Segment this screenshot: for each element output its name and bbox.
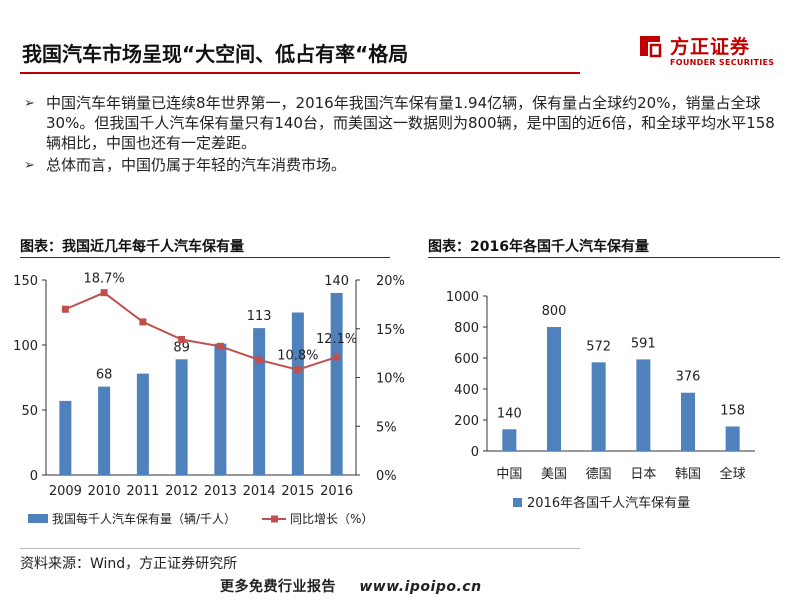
bar [253,328,266,475]
right-chart: 0 200 400 600 800 1000 140 中国 800 美国 572 德国 591 日本 376… [446,290,755,511]
x-tick-label: 全球 [720,466,746,482]
bar [98,386,111,475]
y-tick-label: 600 [454,352,479,367]
y-tick-label: 400 [454,383,479,398]
growth-value-label: 10.8% [277,349,318,364]
footer-text: 更多免费行业报告 [220,579,336,595]
right-y-tick-label: 0% [376,469,397,484]
x-tick-label: 2011 [126,484,159,499]
growth-point [216,342,224,350]
legend-line-label: 同比增长（%） [290,512,373,526]
growth-point [139,318,147,326]
growth-point [178,335,186,343]
legend-line-marker [271,515,278,523]
bar-value-label: 68 [96,368,113,383]
x-tick-label: 德国 [586,467,612,482]
legend-bar-label: 我国每千人汽车保有量（辆/千人） [52,511,236,526]
bar-value-label: 572 [586,339,611,354]
growth-point [100,289,108,297]
x-tick-label: 中国 [496,467,522,482]
bullet-item: ➢ 总体而言，中国仍属于年轻的汽车消费市场。 [20,155,780,175]
bar [502,429,517,451]
x-tick-label: 2013 [204,484,237,499]
footer-banner: 更多免费行业报告 www.ipoipo.cn [220,576,482,596]
bar-value-label: 140 [497,406,522,421]
bar-value-label: 89 [173,340,190,355]
growth-value-label: 18.7% [83,272,124,287]
founder-logo-icon [640,36,662,58]
bar [59,400,72,475]
bar [330,293,343,475]
bar [175,359,188,475]
left-y-tick-label: 100 [13,339,38,354]
x-tick-label: 日本 [630,467,656,482]
summary-bullets: ➢ 中国汽车年销量已连续8年世界第一，2016年我国汽车保有量1.94亿辆，保有… [20,93,780,177]
growth-point [255,356,263,364]
bullet-text: 总体而言，中国仍属于年轻的汽车消费市场。 [46,156,347,174]
growth-point [61,305,69,313]
footer-url[interactable]: www.ipoipo.cn [359,579,482,595]
x-tick-label: 2016 [320,484,353,499]
bar-value-label: 158 [720,404,745,419]
bar-value-label: 800 [542,304,567,319]
page-title: 我国汽车市场呈现“大空间、低占有率“格局 [22,42,409,66]
growth-point [333,353,341,361]
growth-line [64,291,337,371]
y-tick-label: 1000 [446,290,479,305]
right-y-tick-label: 5% [376,420,397,435]
right-y-tick-label: 15% [376,323,405,338]
y-tick-label: 200 [454,414,479,429]
x-tick-label: 2014 [243,484,276,499]
legend-label: 2016年各国千人汽车保有量 [527,495,690,511]
bar-value-label: 140 [324,274,349,289]
growth-value-label: 12.1% [316,332,357,347]
left-y-tick-label: 50 [21,404,38,419]
left-chart-title: 图表：我国近几年每千人汽车保有量 [20,239,244,255]
right-y-tick-label: 20% [376,274,405,289]
source-note: 资料来源：Wind，方正证券研究所 [20,556,238,572]
bullet-item: ➢ 中国汽车年销量已连续8年世界第一，2016年我国汽车保有量1.94亿辆，保有… [20,93,780,153]
x-tick-label: 韩国 [675,467,701,482]
right-chart-title-rule [428,257,780,258]
growth-point [294,366,302,374]
bar-value-label: 113 [247,309,272,324]
bar [636,359,651,451]
x-tick-label: 2012 [165,484,198,499]
x-tick-label: 2009 [49,484,82,499]
bar [725,426,740,451]
left-y-tick-label: 0 [30,469,38,484]
left-y-tick-label: 150 [13,274,38,289]
legend-bar-swatch [28,514,48,523]
y-tick-label: 800 [454,321,479,336]
bar-value-label: 376 [676,370,701,385]
bullet-arrow-icon: ➢ [24,158,35,173]
bullet-arrow-icon: ➢ [24,96,35,111]
bar [136,373,149,475]
left-chart-title-rule [20,257,390,258]
bullet-text: 中国汽车年销量已连续8年世界第一，2016年我国汽车保有量1.94亿辆，保有量占… [46,94,775,152]
right-y-tick-label: 10% [376,372,405,387]
legend-swatch [513,498,522,507]
bar [291,312,304,475]
bar [681,392,695,451]
title-divider [20,72,580,74]
y-tick-label: 0 [471,445,479,460]
source-divider [20,548,580,549]
x-tick-label: 2010 [88,484,121,499]
x-tick-label: 2015 [281,484,314,499]
logo-chinese-text: 方正证券 [670,36,751,58]
left-chart: 0 50 100 150 0% 5% 10% 15% 20% 2009 68 2010 2011 89 20… [13,272,405,526]
logo-english-text: FOUNDER SECURITIES [670,58,775,67]
x-tick-label: 美国 [541,467,567,482]
bar [591,362,606,451]
bar-value-label: 591 [631,336,656,351]
company-logo: 方正证券 FOUNDER SECURITIES [636,30,776,70]
bar [547,327,561,451]
bar [214,343,227,475]
right-chart-title: 图表：2016年各国千人汽车保有量 [428,239,649,255]
